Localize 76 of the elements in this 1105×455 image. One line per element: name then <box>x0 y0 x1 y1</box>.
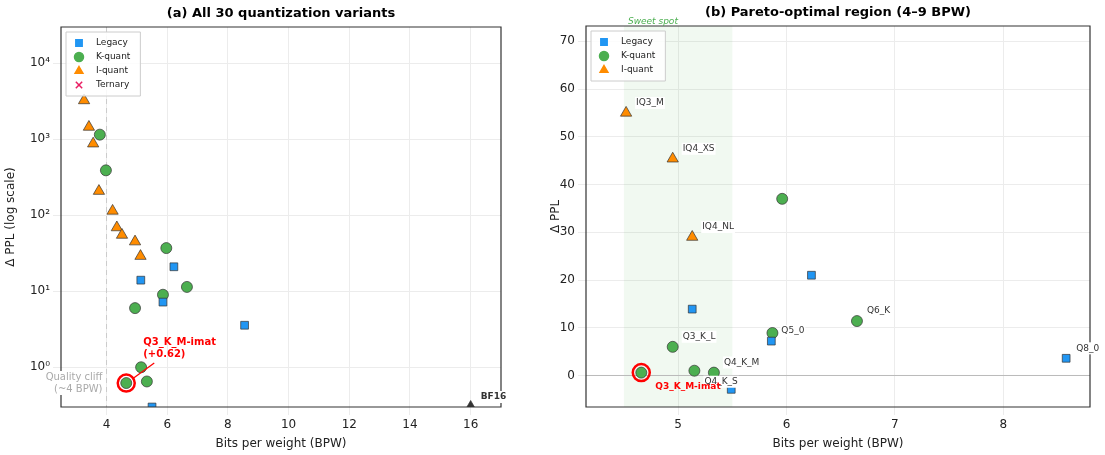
y-tick-label: 10 <box>559 319 575 334</box>
legend-label: Legacy <box>96 37 129 48</box>
point <box>181 281 193 293</box>
point <box>158 297 168 307</box>
x-tick-label: 8 <box>999 417 1008 432</box>
x-tick-label: 14 <box>402 417 418 432</box>
annotation: BF16 <box>480 391 507 402</box>
x-tick-label: 10 <box>280 417 297 432</box>
point <box>110 220 123 232</box>
point <box>116 228 128 239</box>
point <box>100 164 112 177</box>
legend-label: I-quant <box>621 64 654 75</box>
point <box>169 262 179 272</box>
legend-label: I-quant <box>96 65 129 76</box>
y-tick-label: 10² <box>29 207 51 222</box>
point <box>82 120 95 131</box>
annotation: Q3_K_M-imat (+0.62) <box>143 335 217 359</box>
point <box>851 315 863 327</box>
point <box>767 336 776 346</box>
point <box>92 184 105 195</box>
point <box>129 234 142 246</box>
x-axis-title: Bits per weight (BPW) <box>215 435 347 450</box>
annotation: Q4_K_M <box>723 356 760 367</box>
annotation: Q6_K <box>866 305 892 316</box>
y-tick-label: 10³ <box>29 131 51 146</box>
point <box>620 106 633 117</box>
x-tick-label: 7 <box>891 417 899 432</box>
annotation: IQ4_XS <box>682 143 715 154</box>
point <box>1061 354 1071 363</box>
y-tick-label: 70 <box>559 33 575 48</box>
annotation: IQ4_NL <box>702 221 734 232</box>
x-tick-label: 6 <box>782 417 791 432</box>
point <box>776 192 789 205</box>
x-tick-label: 5 <box>674 417 682 432</box>
y-tick-label: 0 <box>567 367 575 382</box>
point <box>93 128 106 141</box>
point <box>688 364 701 377</box>
annotation: IQ3_M <box>636 97 664 108</box>
y-tick-label: 40 <box>559 176 575 191</box>
point <box>666 340 679 353</box>
annotation: Q5_0 <box>781 325 805 336</box>
y-tick-label: 30 <box>559 224 575 239</box>
point <box>141 375 153 388</box>
legend-label: Ternary <box>95 79 130 90</box>
y-tick-label: 50 <box>559 128 575 143</box>
point <box>240 321 249 330</box>
point <box>160 242 173 254</box>
legend-label: K-quant <box>621 50 656 61</box>
point <box>136 275 146 285</box>
x-axis-title: Bits per weight (BPW) <box>772 435 904 450</box>
point <box>134 249 147 260</box>
band-label: Sweet spot <box>627 15 679 26</box>
y-axis-title: Δ PPL (log scale) <box>3 167 18 267</box>
chart-title: (a) All 30 quantization variants <box>166 4 396 20</box>
ref-line-label: Quality cliff (~4 BPW) <box>45 370 104 394</box>
y-tick-label: 20 <box>559 272 575 287</box>
y-tick-label: 10⁴ <box>29 55 51 70</box>
point <box>807 270 816 280</box>
x-tick-label: 16 <box>463 417 479 432</box>
y-tick-label: 60 <box>559 81 575 96</box>
x-tick-label: 6 <box>163 417 172 432</box>
x-tick-label: 8 <box>224 417 232 432</box>
x-tick-label: 4 <box>102 417 111 432</box>
point <box>129 302 141 314</box>
point <box>686 230 699 241</box>
point <box>666 151 679 163</box>
annotation: Q8_0 <box>1076 342 1100 353</box>
point <box>87 136 100 148</box>
point <box>687 304 697 314</box>
x-tick-label: 12 <box>341 417 357 432</box>
legend-label: K-quant <box>96 51 131 62</box>
point <box>106 204 119 215</box>
legend-label: Legacy <box>621 36 654 47</box>
annotation: Q3_K_L <box>682 331 716 342</box>
y-tick-label: 10¹ <box>29 283 51 298</box>
chart-title: (b) Pareto-optimal region (4–9 BPW) <box>704 3 972 19</box>
